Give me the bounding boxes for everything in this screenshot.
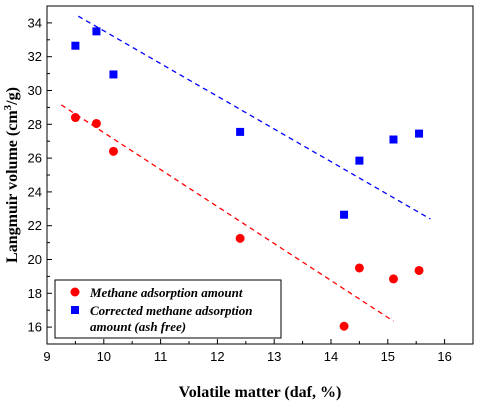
data-point-corrected [355,156,364,165]
y-tick-label: 16 [28,320,42,335]
x-tick-label: 14 [324,349,338,364]
legend-marker-corrected [71,306,79,314]
data-point-corrected [92,27,101,36]
x-tick-label: 11 [154,349,168,364]
x-tick-label: 16 [437,349,451,364]
y-tick-label: 32 [28,49,42,64]
legend-marker-methane [70,287,80,297]
data-point-methane [91,118,101,128]
data-point-corrected [236,127,245,136]
data-point-corrected [340,210,349,219]
x-tick-label: 15 [381,349,395,364]
trend-lines [60,15,431,322]
legend-label-methane: Methane adsorption amount [89,285,243,300]
y-tick-label: 30 [28,83,42,98]
y-tick-label: 18 [28,286,42,301]
x-tick-label: 9 [43,349,50,364]
y-tick-label: 28 [28,117,42,132]
x-tick-label: 10 [97,349,111,364]
legend-label-corrected-line1: Corrected methane adsorption [90,303,253,318]
data-point-methane [354,263,364,273]
x-axis-ticks: 9 10 11 12 13 14 15 16 [43,339,452,364]
data-point-corrected [109,70,118,79]
y-tick-label: 20 [28,252,42,267]
trend-line-methane [60,104,394,322]
data-point-methane [414,265,424,275]
x-tick-label: 12 [210,349,224,364]
data-point-methane [339,321,349,331]
y-tick-label: 34 [28,15,42,30]
data-point-methane [235,233,245,243]
data-point-methane [70,113,80,123]
x-tick-label: 13 [267,349,281,364]
legend: Methane adsorption amount Corrected meth… [54,279,282,339]
x-axis-title: Volatile matter (daf, %) [179,384,342,401]
y-axis-title: Langmuir volume (cm3/g) [2,87,21,263]
data-point-corrected [71,41,80,50]
data-point-methane [388,274,398,284]
y-axis-ticks: 16 18 20 22 24 26 28 30 32 34 [28,5,52,345]
legend-label-corrected-line2: amount (ash free) [90,319,186,334]
data-points [70,27,424,331]
data-point-corrected [389,135,398,144]
data-point-methane [108,146,118,156]
data-point-corrected [415,129,424,138]
y-tick-label: 26 [28,151,42,166]
legend-box [54,279,282,339]
y-tick-label: 22 [28,218,42,233]
trend-line-corrected [77,15,431,220]
y-tick-label: 24 [28,184,42,199]
